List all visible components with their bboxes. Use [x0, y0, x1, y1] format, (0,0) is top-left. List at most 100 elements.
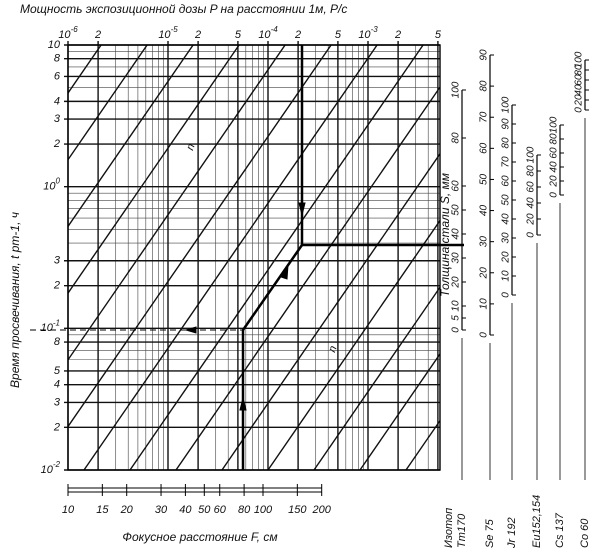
diagonal-line [313, 286, 440, 470]
tick-label: 8 [54, 336, 61, 348]
tick-label: 2 [94, 29, 101, 41]
isotope-label: Cs 137 [554, 512, 566, 548]
diagonal-line [68, 45, 240, 295]
tick-label: 8 [54, 53, 61, 65]
tick-label: 100 [254, 504, 273, 516]
tick-label: 30 [501, 232, 512, 244]
tick-label: 6 [54, 70, 61, 82]
isotope-label: Eu152,154 [531, 495, 543, 548]
tick-label: 50 [198, 504, 211, 516]
tick-label: 50 [479, 173, 490, 185]
tick-label: 10 [501, 270, 512, 282]
tick-label: 20 [526, 213, 537, 226]
tick-label: 20 [120, 504, 134, 516]
tick-label: 80 [479, 80, 490, 92]
tick-label: 20 [501, 251, 512, 264]
tick-label: 4 [54, 379, 60, 391]
tick-exponent: -2 [53, 460, 61, 469]
tick-label: 0 [479, 332, 490, 338]
tick-label: 40 [501, 213, 512, 225]
tick-exponent: -4 [271, 25, 279, 34]
tick-label: 100 [549, 116, 560, 133]
grid [64, 41, 440, 471]
tick-label: 10 [48, 39, 61, 51]
tick-label: 10-2 [41, 460, 61, 476]
tick-label: 60 [501, 175, 512, 187]
tick-label: 40 [451, 228, 462, 240]
top-title: Мощность экспозиционной дозы P на рассто… [20, 2, 347, 16]
diagonal-line [68, 45, 286, 362]
tick-label: 10-6 [58, 25, 78, 41]
tick-label: 0 [549, 192, 560, 198]
tick-label: 60 [574, 74, 585, 86]
tick-exponent: 0 [56, 177, 61, 186]
tick-label: 20 [479, 267, 490, 280]
tick-label: 3 [54, 113, 61, 125]
tick-label: 40 [179, 504, 192, 516]
tick-label: 100 [526, 146, 537, 163]
tick-label: 15 [96, 504, 109, 516]
tick-label: 40 [574, 84, 585, 96]
tick-label: 50 [501, 194, 512, 206]
isotope-header: Изотоп [443, 508, 455, 548]
diagonal-line [83, 45, 378, 470]
tick-label: 30 [479, 236, 490, 248]
tick-exponent: -3 [371, 25, 379, 34]
bottom-axis-label: Фокусное расстояние F, см [122, 530, 277, 544]
tick-label: 100 [43, 177, 60, 193]
tick-label: 100 [574, 51, 585, 68]
tick-label: 5 [451, 315, 462, 321]
tick-label: 200 [312, 504, 332, 516]
tick-label: 80 [451, 132, 462, 144]
tick-label: 30 [451, 252, 462, 264]
tick-label: 2 [294, 29, 301, 41]
tick-label: 20 [574, 94, 585, 107]
diagonal-line [175, 85, 440, 470]
tick-label: 2 [394, 29, 401, 41]
tick-label: 2 [53, 138, 60, 150]
steel-label: Толщина стали S, мм [438, 173, 452, 297]
content: 10-6 2 10-5 2 5 10-4 2 5 10-3 2 510864321003210-18… [41, 25, 591, 549]
tick-label: 100 [451, 81, 462, 98]
tick-label: 60 [214, 504, 227, 516]
tick-label: 10 [479, 298, 490, 310]
diagonal-line [68, 45, 194, 228]
tick-label: 0 [451, 327, 462, 333]
isotope-label: Se 75 [484, 518, 496, 548]
plot-frame [67, 44, 441, 471]
tick-label: 5 [335, 29, 342, 41]
diagonal-line [267, 219, 440, 470]
tick-label: 10-1 [41, 318, 60, 334]
tick-label: 0 [574, 107, 585, 113]
tick-label: 5 [435, 29, 442, 41]
tick-label: 80 [238, 504, 251, 516]
tick-label: 5 [235, 29, 242, 41]
tick-label: 60 [526, 181, 537, 193]
tick-label: 60 [451, 180, 462, 192]
tick-label: 80 [526, 165, 537, 177]
tick-label: 80 [549, 133, 560, 145]
tick-label: 2 [194, 29, 201, 41]
tick-label: 100 [501, 96, 512, 113]
diagonal-line [129, 45, 424, 470]
tick-label: 40 [549, 161, 560, 173]
diagonal-line [359, 352, 440, 470]
tick-label: 10 [451, 300, 462, 312]
tick-label: 10-4 [258, 25, 278, 41]
tick-label: 40 [479, 205, 490, 217]
tick-exponent: -6 [71, 25, 79, 34]
tick-label: 50 [451, 204, 462, 216]
diagonal-line [68, 45, 332, 428]
tick-label: 10-5 [158, 25, 178, 41]
tick-label: 150 [288, 504, 307, 516]
tick-label: 2 [53, 421, 60, 433]
tick-label: 90 [479, 49, 490, 61]
tick-label: 3 [54, 255, 61, 267]
tick-label: 20 [451, 276, 462, 289]
tick-label: 0 [526, 232, 537, 238]
tick-label: 70 [501, 156, 512, 168]
tick-label: 4 [54, 95, 60, 107]
tick-label: 0 [501, 292, 512, 298]
